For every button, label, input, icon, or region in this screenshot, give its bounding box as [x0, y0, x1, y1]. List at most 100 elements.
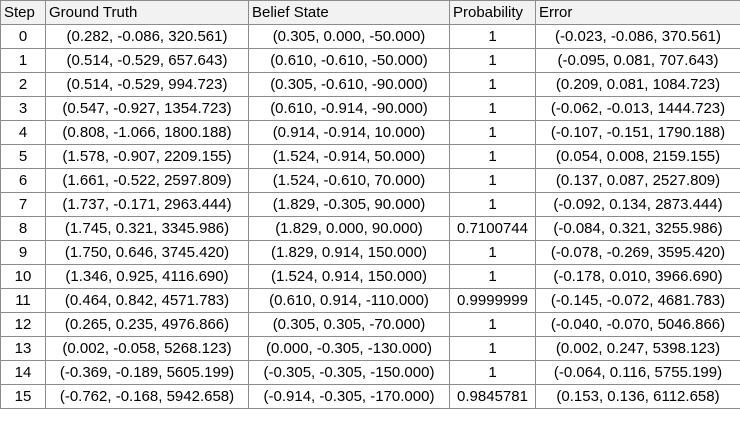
cell-step: 8: [0, 216, 46, 241]
header-step: Step: [0, 0, 46, 25]
cell-ground-truth: (0.514, -0.529, 657.643): [45, 48, 249, 73]
cell-step: 9: [0, 240, 46, 265]
cell-error: (-0.092, 0.134, 2873.444): [535, 192, 740, 217]
cell-belief-state: (0.305, 0.000, -50.000): [248, 24, 450, 49]
cell-ground-truth: (1.661, -0.522, 2597.809): [45, 168, 249, 193]
table-row: 13 (0.002, -0.058, 5268.123) (0.000, -0.30…: [0, 336, 740, 361]
cell-ground-truth: (-0.762, -0.168, 5942.658): [45, 384, 249, 409]
cell-belief-state: (0.610, -0.914, -90.000): [248, 96, 450, 121]
table-header: Step Ground Truth Belief State Probabili…: [0, 0, 740, 25]
cell-ground-truth: (0.547, -0.927, 1354.723): [45, 96, 249, 121]
cell-probability: 0.9845781: [449, 384, 536, 409]
table-row: 1 (0.514, -0.529, 657.643) (0.610, -0.610,…: [0, 48, 740, 73]
cell-error: (0.137, 0.087, 2527.809): [535, 168, 740, 193]
cell-belief-state: (0.305, -0.610, -90.000): [248, 72, 450, 97]
cell-step: 2: [0, 72, 46, 97]
cell-step: 10: [0, 264, 46, 289]
cell-ground-truth: (1.346, 0.925, 4116.690): [45, 264, 249, 289]
cell-error: (-0.078, -0.269, 3595.420): [535, 240, 740, 265]
cell-probability: 1: [449, 168, 536, 193]
table-row: 11 (0.464, 0.842, 4571.783) (0.610, 0.914,…: [0, 288, 740, 313]
table-row: 4 (0.808, -1.066, 1800.188) (0.914, -0.914…: [0, 120, 740, 145]
cell-step: 1: [0, 48, 46, 73]
table-row: 15 (-0.762, -0.168, 5942.658) (-0.914, -0.…: [0, 384, 740, 409]
cell-belief-state: (-0.305, -0.305, -150.000): [248, 360, 450, 385]
table-row: 8 (1.745, 0.321, 3345.986) (1.829, 0.000, …: [0, 216, 740, 241]
cell-belief-state: (0.610, -0.610, -50.000): [248, 48, 450, 73]
cell-probability: 1: [449, 360, 536, 385]
cell-ground-truth: (1.578, -0.907, 2209.155): [45, 144, 249, 169]
cell-ground-truth: (0.002, -0.058, 5268.123): [45, 336, 249, 361]
cell-error: (0.054, 0.008, 2159.155): [535, 144, 740, 169]
cell-error: (-0.178, 0.010, 3966.690): [535, 264, 740, 289]
table-row: 9 (1.750, 0.646, 3745.420) (1.829, 0.914, …: [0, 240, 740, 265]
cell-error: (-0.023, -0.086, 370.561): [535, 24, 740, 49]
cell-probability: 1: [449, 48, 536, 73]
cell-probability: 0.7100744: [449, 216, 536, 241]
cell-step: 11: [0, 288, 46, 313]
cell-belief-state: (1.829, -0.305, 90.000): [248, 192, 450, 217]
table-body: 0 (0.282, -0.086, 320.561) (0.305, 0.000, …: [0, 24, 740, 409]
cell-step: 12: [0, 312, 46, 337]
cell-error: (0.209, 0.081, 1084.723): [535, 72, 740, 97]
table-row: 12 (0.265, 0.235, 4976.866) (0.305, 0.305,…: [0, 312, 740, 337]
table-row: 7 (1.737, -0.171, 2963.444) (1.829, -0.305…: [0, 192, 740, 217]
cell-error: (-0.095, 0.081, 707.643): [535, 48, 740, 73]
cell-ground-truth: (0.464, 0.842, 4571.783): [45, 288, 249, 313]
cell-step: 3: [0, 96, 46, 121]
cell-belief-state: (0.000, -0.305, -130.000): [248, 336, 450, 361]
table-row: 10 (1.346, 0.925, 4116.690) (1.524, 0.914,…: [0, 264, 740, 289]
cell-probability: 1: [449, 96, 536, 121]
cell-error: (-0.107, -0.151, 1790.188): [535, 120, 740, 145]
cell-ground-truth: (0.514, -0.529, 994.723): [45, 72, 249, 97]
cell-belief-state: (1.524, -0.610, 70.000): [248, 168, 450, 193]
cell-error: (-0.040, -0.070, 5046.866): [535, 312, 740, 337]
cell-error: (0.153, 0.136, 6112.658): [535, 384, 740, 409]
table-row: 2 (0.514, -0.529, 994.723) (0.305, -0.610,…: [0, 72, 740, 97]
header-row: Step Ground Truth Belief State Probabili…: [0, 0, 740, 25]
header-probability: Probability: [449, 0, 536, 25]
cell-probability: 0.9999999: [449, 288, 536, 313]
table-row: 3 (0.547, -0.927, 1354.723) (0.610, -0.914…: [0, 96, 740, 121]
cell-error: (-0.062, -0.013, 1444.723): [535, 96, 740, 121]
cell-probability: 1: [449, 192, 536, 217]
cell-probability: 1: [449, 240, 536, 265]
cell-step: 5: [0, 144, 46, 169]
cell-step: 4: [0, 120, 46, 145]
cell-probability: 1: [449, 120, 536, 145]
cell-probability: 1: [449, 312, 536, 337]
cell-ground-truth: (0.808, -1.066, 1800.188): [45, 120, 249, 145]
cell-step: 13: [0, 336, 46, 361]
cell-ground-truth: (-0.369, -0.189, 5605.199): [45, 360, 249, 385]
cell-error: (-0.145, -0.072, 4681.783): [535, 288, 740, 313]
cell-error: (-0.064, 0.116, 5755.199): [535, 360, 740, 385]
results-table: Step Ground Truth Belief State Probabili…: [0, 0, 740, 409]
cell-ground-truth: (1.737, -0.171, 2963.444): [45, 192, 249, 217]
table-row: 14 (-0.369, -0.189, 5605.199) (-0.305, -0.…: [0, 360, 740, 385]
table-row: 5 (1.578, -0.907, 2209.155) (1.524, -0.914…: [0, 144, 740, 169]
cell-belief-state: (1.524, 0.914, 150.000): [248, 264, 450, 289]
cell-ground-truth: (1.745, 0.321, 3345.986): [45, 216, 249, 241]
cell-step: 0: [0, 24, 46, 49]
cell-ground-truth: (0.265, 0.235, 4976.866): [45, 312, 249, 337]
cell-step: 14: [0, 360, 46, 385]
cell-belief-state: (0.610, 0.914, -110.000): [248, 288, 450, 313]
cell-probability: 1: [449, 72, 536, 97]
header-ground-truth: Ground Truth: [45, 0, 249, 25]
cell-error: (-0.084, 0.321, 3255.986): [535, 216, 740, 241]
cell-belief-state: (0.914, -0.914, 10.000): [248, 120, 450, 145]
cell-probability: 1: [449, 264, 536, 289]
cell-step: 6: [0, 168, 46, 193]
cell-belief-state: (1.524, -0.914, 50.000): [248, 144, 450, 169]
header-belief-state: Belief State: [248, 0, 450, 25]
cell-ground-truth: (0.282, -0.086, 320.561): [45, 24, 249, 49]
cell-step: 15: [0, 384, 46, 409]
cell-step: 7: [0, 192, 46, 217]
cell-ground-truth: (1.750, 0.646, 3745.420): [45, 240, 249, 265]
table-row: 0 (0.282, -0.086, 320.561) (0.305, 0.000, …: [0, 24, 740, 49]
cell-belief-state: (0.305, 0.305, -70.000): [248, 312, 450, 337]
header-error: Error: [535, 0, 740, 25]
cell-belief-state: (-0.914, -0.305, -170.000): [248, 384, 450, 409]
cell-probability: 1: [449, 336, 536, 361]
cell-probability: 1: [449, 24, 536, 49]
